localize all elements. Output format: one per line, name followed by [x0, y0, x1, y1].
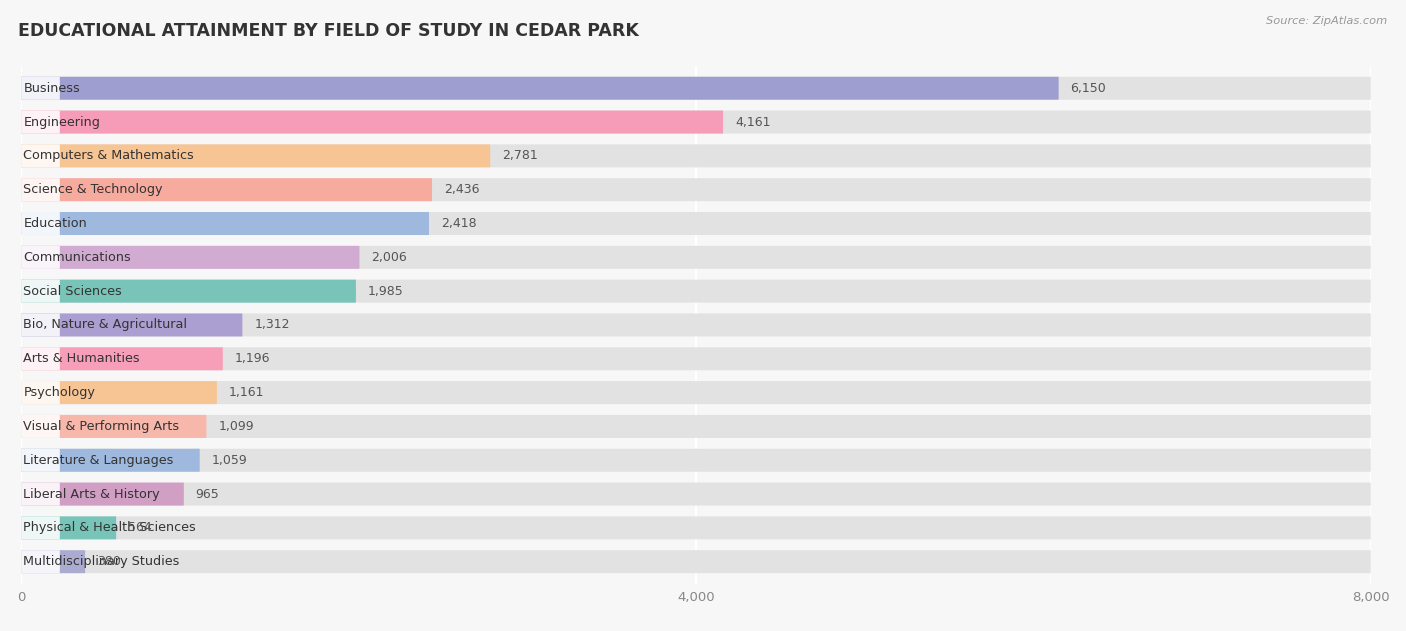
- Text: Multidisciplinary Studies: Multidisciplinary Studies: [24, 555, 180, 568]
- FancyBboxPatch shape: [21, 77, 1059, 100]
- Text: 2,436: 2,436: [444, 183, 479, 196]
- Text: 1,161: 1,161: [229, 386, 264, 399]
- FancyBboxPatch shape: [21, 77, 60, 100]
- FancyBboxPatch shape: [21, 347, 222, 370]
- Text: 1,059: 1,059: [211, 454, 247, 467]
- Text: Physical & Health Sciences: Physical & Health Sciences: [24, 521, 197, 534]
- FancyBboxPatch shape: [21, 347, 60, 370]
- Text: Computers & Mathematics: Computers & Mathematics: [24, 150, 194, 162]
- FancyBboxPatch shape: [21, 314, 1371, 336]
- FancyBboxPatch shape: [21, 550, 86, 573]
- FancyBboxPatch shape: [21, 449, 200, 472]
- FancyBboxPatch shape: [21, 415, 1371, 438]
- FancyBboxPatch shape: [21, 110, 1371, 134]
- Text: 2,006: 2,006: [371, 251, 408, 264]
- Text: 2,418: 2,418: [441, 217, 477, 230]
- FancyBboxPatch shape: [21, 110, 723, 134]
- FancyBboxPatch shape: [21, 381, 217, 404]
- FancyBboxPatch shape: [21, 449, 1371, 472]
- FancyBboxPatch shape: [21, 550, 60, 573]
- Text: 4,161: 4,161: [735, 115, 770, 129]
- FancyBboxPatch shape: [21, 381, 60, 404]
- FancyBboxPatch shape: [21, 449, 60, 472]
- FancyBboxPatch shape: [21, 381, 1371, 404]
- Text: Engineering: Engineering: [24, 115, 100, 129]
- FancyBboxPatch shape: [21, 246, 1371, 269]
- FancyBboxPatch shape: [21, 314, 242, 336]
- Text: 2,781: 2,781: [502, 150, 538, 162]
- FancyBboxPatch shape: [21, 483, 60, 505]
- Text: Science & Technology: Science & Technology: [24, 183, 163, 196]
- Text: Psychology: Psychology: [24, 386, 96, 399]
- FancyBboxPatch shape: [21, 212, 1371, 235]
- FancyBboxPatch shape: [21, 415, 207, 438]
- FancyBboxPatch shape: [21, 314, 60, 336]
- FancyBboxPatch shape: [21, 144, 491, 167]
- Text: 380: 380: [97, 555, 121, 568]
- Text: 965: 965: [195, 488, 219, 500]
- FancyBboxPatch shape: [21, 516, 1371, 540]
- FancyBboxPatch shape: [21, 178, 432, 201]
- Text: Source: ZipAtlas.com: Source: ZipAtlas.com: [1267, 16, 1388, 26]
- Text: 1,312: 1,312: [254, 319, 290, 331]
- Text: Arts & Humanities: Arts & Humanities: [24, 352, 141, 365]
- Text: 6,150: 6,150: [1070, 82, 1107, 95]
- FancyBboxPatch shape: [21, 516, 60, 540]
- FancyBboxPatch shape: [21, 144, 60, 167]
- Text: 1,196: 1,196: [235, 352, 270, 365]
- FancyBboxPatch shape: [21, 483, 184, 505]
- FancyBboxPatch shape: [21, 212, 60, 235]
- Text: Social Sciences: Social Sciences: [24, 285, 122, 298]
- Text: Literature & Languages: Literature & Languages: [24, 454, 174, 467]
- FancyBboxPatch shape: [21, 144, 1371, 167]
- Text: 1,985: 1,985: [368, 285, 404, 298]
- Text: Education: Education: [24, 217, 87, 230]
- Text: Communications: Communications: [24, 251, 131, 264]
- FancyBboxPatch shape: [21, 110, 60, 134]
- Text: 564: 564: [128, 521, 152, 534]
- FancyBboxPatch shape: [21, 178, 60, 201]
- FancyBboxPatch shape: [21, 280, 60, 303]
- FancyBboxPatch shape: [21, 280, 356, 303]
- Text: Business: Business: [24, 82, 80, 95]
- FancyBboxPatch shape: [21, 550, 1371, 573]
- Text: EDUCATIONAL ATTAINMENT BY FIELD OF STUDY IN CEDAR PARK: EDUCATIONAL ATTAINMENT BY FIELD OF STUDY…: [18, 22, 640, 40]
- Text: Bio, Nature & Agricultural: Bio, Nature & Agricultural: [24, 319, 187, 331]
- FancyBboxPatch shape: [21, 483, 1371, 505]
- FancyBboxPatch shape: [21, 212, 429, 235]
- Text: 1,099: 1,099: [218, 420, 254, 433]
- FancyBboxPatch shape: [21, 516, 117, 540]
- FancyBboxPatch shape: [21, 246, 60, 269]
- Text: Visual & Performing Arts: Visual & Performing Arts: [24, 420, 180, 433]
- FancyBboxPatch shape: [21, 178, 1371, 201]
- FancyBboxPatch shape: [21, 415, 60, 438]
- FancyBboxPatch shape: [21, 280, 1371, 303]
- FancyBboxPatch shape: [21, 246, 360, 269]
- FancyBboxPatch shape: [21, 347, 1371, 370]
- Text: Liberal Arts & History: Liberal Arts & History: [24, 488, 160, 500]
- FancyBboxPatch shape: [21, 77, 1371, 100]
